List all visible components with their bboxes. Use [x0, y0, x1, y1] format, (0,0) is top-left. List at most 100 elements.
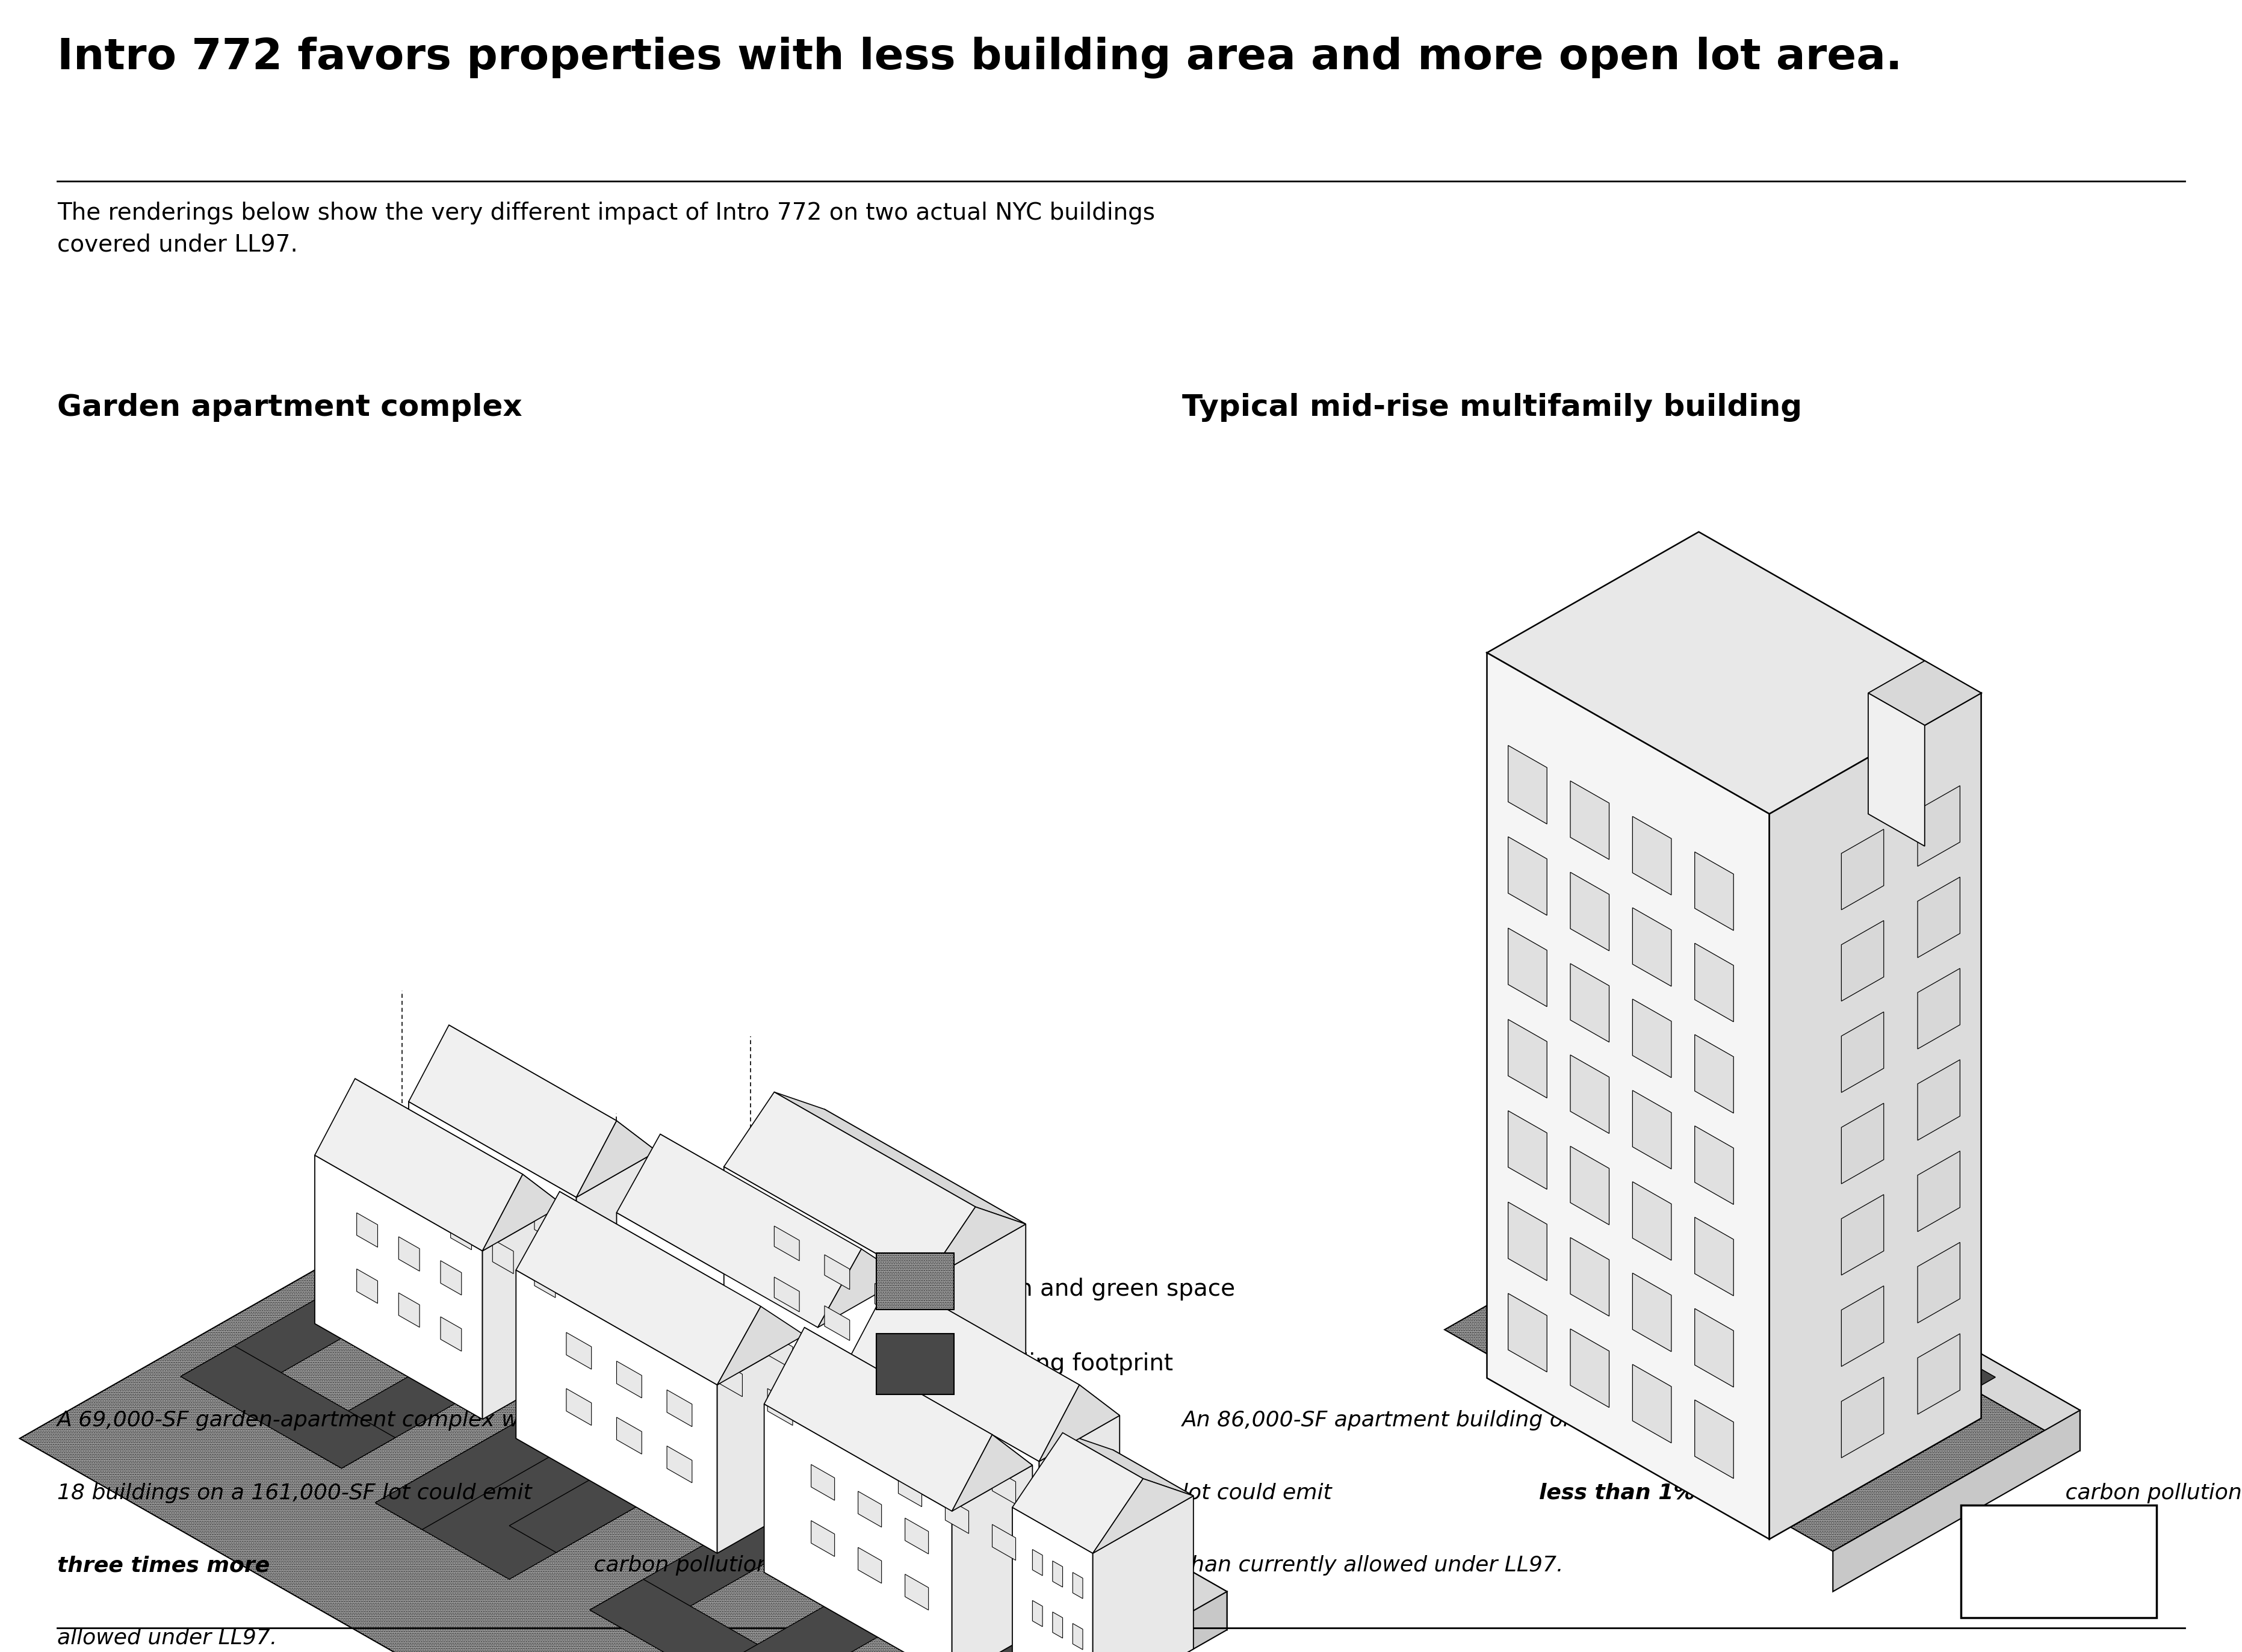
Polygon shape: [666, 1332, 693, 1368]
Polygon shape: [659, 1135, 906, 1277]
Polygon shape: [1509, 1019, 1547, 1099]
Polygon shape: [1841, 1378, 1883, 1457]
Text: The renderings below show the very different impact of Intro 772 on two actual N: The renderings below show the very diffe…: [56, 202, 1155, 256]
Polygon shape: [1092, 1479, 1193, 1553]
Polygon shape: [926, 1208, 1027, 1282]
Polygon shape: [1034, 1601, 1043, 1627]
Text: An 86,000-SF apartment building on a 15,000-SF: An 86,000-SF apartment building on a 15,…: [1182, 1411, 1715, 1431]
Polygon shape: [1038, 1416, 1119, 1631]
Polygon shape: [773, 1092, 1027, 1224]
Polygon shape: [617, 1361, 641, 1398]
Polygon shape: [1632, 1274, 1670, 1351]
Polygon shape: [791, 1611, 1058, 1652]
Polygon shape: [1509, 1294, 1547, 1371]
Polygon shape: [953, 1434, 1034, 1512]
Polygon shape: [590, 1457, 906, 1637]
Text: Building footprint: Building footprint: [971, 1353, 1173, 1376]
Polygon shape: [1917, 1151, 1960, 1232]
Polygon shape: [1917, 877, 1960, 958]
Polygon shape: [1569, 1237, 1610, 1317]
Polygon shape: [993, 1525, 1016, 1559]
Polygon shape: [1841, 920, 1883, 1001]
Polygon shape: [439, 1260, 462, 1295]
Polygon shape: [590, 1579, 812, 1652]
Polygon shape: [1034, 1550, 1043, 1576]
Polygon shape: [1632, 1365, 1670, 1442]
Polygon shape: [1486, 1208, 1762, 1365]
Polygon shape: [899, 1414, 921, 1450]
Polygon shape: [666, 1275, 693, 1312]
Polygon shape: [852, 1277, 1078, 1462]
Polygon shape: [493, 1183, 513, 1218]
Polygon shape: [1072, 1624, 1083, 1650]
Polygon shape: [439, 1317, 462, 1351]
Polygon shape: [773, 1226, 800, 1260]
Polygon shape: [1569, 781, 1610, 859]
Polygon shape: [399, 1237, 419, 1270]
Polygon shape: [1569, 1328, 1610, 1408]
Polygon shape: [1917, 1242, 1960, 1323]
Polygon shape: [946, 1498, 969, 1533]
Polygon shape: [1695, 1034, 1733, 1113]
Polygon shape: [993, 1469, 1016, 1505]
Polygon shape: [1695, 1127, 1733, 1204]
Polygon shape: [182, 1346, 395, 1469]
Polygon shape: [489, 1171, 1226, 1631]
Polygon shape: [877, 1333, 953, 1394]
Polygon shape: [560, 1191, 805, 1335]
Text: allowed under LL97.: allowed under LL97.: [56, 1627, 278, 1649]
Text: Garden apartment complex: Garden apartment complex: [56, 393, 522, 421]
Polygon shape: [852, 1308, 1119, 1462]
Polygon shape: [408, 1102, 576, 1366]
Text: A 69,000-SF garden-apartment complex with: A 69,000-SF garden-apartment complex wit…: [56, 1411, 547, 1431]
Polygon shape: [534, 1208, 556, 1241]
Polygon shape: [1509, 838, 1547, 915]
Polygon shape: [805, 1328, 1034, 1465]
Polygon shape: [294, 1289, 610, 1469]
Text: urban: urban: [2029, 1553, 2090, 1571]
Text: three times more: three times more: [56, 1555, 269, 1576]
Polygon shape: [1695, 1218, 1733, 1295]
Polygon shape: [399, 1294, 419, 1327]
Polygon shape: [182, 1224, 495, 1403]
Polygon shape: [1444, 1189, 2081, 1551]
Polygon shape: [482, 1204, 563, 1419]
Polygon shape: [765, 1404, 953, 1652]
Polygon shape: [1917, 1333, 1960, 1414]
Polygon shape: [1486, 532, 1982, 814]
Polygon shape: [1509, 1110, 1547, 1189]
Polygon shape: [818, 1277, 906, 1495]
Polygon shape: [534, 1264, 556, 1297]
Polygon shape: [1013, 1432, 1143, 1553]
Polygon shape: [356, 1269, 377, 1303]
Polygon shape: [1509, 1203, 1547, 1280]
Polygon shape: [812, 1464, 834, 1500]
Text: than currently allowed under LL97.: than currently allowed under LL97.: [1182, 1555, 1563, 1576]
Polygon shape: [509, 1449, 691, 1553]
Polygon shape: [1868, 694, 1924, 846]
Polygon shape: [724, 1166, 926, 1434]
Polygon shape: [1868, 661, 1982, 725]
Polygon shape: [1693, 1189, 2081, 1450]
Polygon shape: [356, 1213, 377, 1247]
Polygon shape: [408, 1056, 657, 1198]
Polygon shape: [1834, 1411, 2081, 1591]
Polygon shape: [704, 1521, 1027, 1652]
Polygon shape: [1632, 999, 1670, 1077]
Polygon shape: [717, 1307, 805, 1384]
Polygon shape: [773, 1277, 800, 1312]
Polygon shape: [1841, 1194, 1883, 1275]
Polygon shape: [1632, 816, 1670, 895]
Polygon shape: [516, 1191, 760, 1384]
Polygon shape: [1486, 1297, 1841, 1498]
Polygon shape: [1841, 1285, 1883, 1366]
Polygon shape: [874, 1335, 899, 1370]
Polygon shape: [899, 1470, 921, 1507]
Text: carbon pollution than currently: carbon pollution than currently: [587, 1555, 933, 1576]
Polygon shape: [859, 1548, 881, 1583]
Polygon shape: [1013, 1507, 1092, 1652]
Polygon shape: [1643, 1208, 1995, 1409]
Polygon shape: [1664, 1308, 1818, 1398]
Polygon shape: [617, 1213, 818, 1495]
Polygon shape: [451, 1160, 471, 1194]
